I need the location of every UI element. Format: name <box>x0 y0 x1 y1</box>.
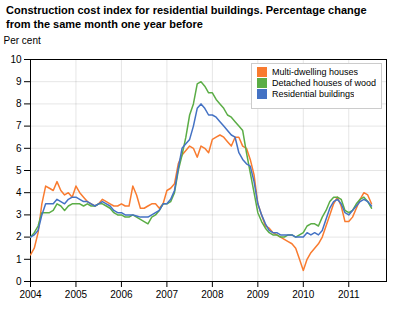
svg-text:2008: 2008 <box>201 289 224 300</box>
svg-text:3: 3 <box>16 209 22 220</box>
svg-text:7: 7 <box>16 120 22 131</box>
svg-text:2011: 2011 <box>338 289 360 300</box>
svg-text:10: 10 <box>10 54 22 65</box>
svg-text:Per cent: Per cent <box>4 35 41 46</box>
svg-text:0: 0 <box>16 276 22 287</box>
svg-text:4: 4 <box>16 187 22 198</box>
svg-text:2007: 2007 <box>156 289 179 300</box>
html-text:Detached houses of wood: Detached houses of wood <box>271 78 376 88</box>
svg-text:5: 5 <box>16 165 22 176</box>
html-text:Construction cost index for re: Construction cost index for residential … <box>6 4 367 30</box>
svg-text:2: 2 <box>16 231 22 242</box>
svg-text:2010: 2010 <box>292 289 315 300</box>
svg-text:2004: 2004 <box>19 289 42 300</box>
svg-text:8: 8 <box>16 98 22 109</box>
svg-text:9: 9 <box>16 76 22 87</box>
html-text:Multi-dwelling houses: Multi-dwelling houses <box>271 67 358 77</box>
svg-text:2006: 2006 <box>110 289 133 300</box>
svg-text:6: 6 <box>16 143 22 154</box>
svg-text:1: 1 <box>16 254 22 265</box>
svg-text:2005: 2005 <box>65 289 88 300</box>
svg-text:2009: 2009 <box>247 289 270 300</box>
html-text:Residential buildings: Residential buildings <box>271 89 355 99</box>
